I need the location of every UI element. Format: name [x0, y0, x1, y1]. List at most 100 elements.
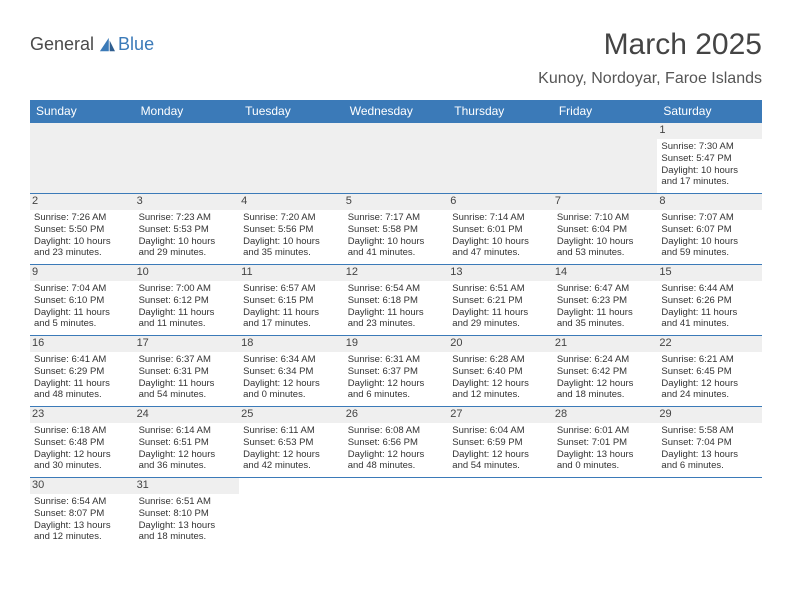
cell-sunset: Sunset: 5:47 PM [661, 153, 758, 165]
calendar-cell: 13Sunrise: 6:51 AMSunset: 6:21 PMDayligh… [448, 265, 553, 335]
logo-text-general: General [30, 34, 94, 55]
cell-sunrise: Sunrise: 6:54 AM [348, 283, 445, 295]
cell-day1: Daylight: 12 hours [452, 449, 549, 461]
cell-sunrise: Sunrise: 6:04 AM [452, 425, 549, 437]
cell-day1: Daylight: 13 hours [34, 520, 131, 532]
week-row: 2Sunrise: 7:26 AMSunset: 5:50 PMDaylight… [30, 194, 762, 265]
location: Kunoy, Nordoyar, Faroe Islands [538, 70, 762, 88]
cell-day1: Daylight: 12 hours [661, 378, 758, 390]
calendar-cell: 23Sunrise: 6:18 AMSunset: 6:48 PMDayligh… [30, 407, 135, 477]
dayhead-sun: Sunday [30, 100, 135, 123]
cell-sunset: Sunset: 5:56 PM [243, 224, 340, 236]
cell-day1: Daylight: 10 hours [661, 165, 758, 177]
calendar-cell [344, 478, 449, 548]
cell-sunrise: Sunrise: 6:21 AM [661, 354, 758, 366]
cell-day2: and 35 minutes. [557, 318, 654, 330]
cell-sunset: Sunset: 6:23 PM [557, 295, 654, 307]
cell-sunset: Sunset: 6:37 PM [348, 366, 445, 378]
cell-day1: Daylight: 12 hours [348, 378, 445, 390]
cell-day1: Daylight: 13 hours [557, 449, 654, 461]
cell-day2: and 12 minutes. [452, 389, 549, 401]
week-row: 1 Sunrise: 7:30 AMSunset: 5:47 PMDaylight… [30, 123, 762, 194]
cell-day2: and 6 minutes. [661, 460, 758, 472]
cell-day1: Daylight: 11 hours [661, 307, 758, 319]
calendar-cell: 7Sunrise: 7:10 AMSunset: 6:04 PMDaylight… [553, 194, 658, 264]
calendar-cell [30, 123, 135, 193]
cell-day2: and 59 minutes. [661, 247, 758, 259]
cell-sunset: Sunset: 6:51 PM [139, 437, 236, 449]
logo-text-blue: Blue [118, 34, 154, 55]
calendar-cell: 2Sunrise: 7:26 AMSunset: 5:50 PMDaylight… [30, 194, 135, 264]
cell-day1: Daylight: 10 hours [661, 236, 758, 248]
week-row: 23Sunrise: 6:18 AMSunset: 6:48 PMDayligh… [30, 407, 762, 478]
calendar-cell: 27Sunrise: 6:04 AMSunset: 6:59 PMDayligh… [448, 407, 553, 477]
cell-sunrise: Sunrise: 7:00 AM [139, 283, 236, 295]
calendar-grid: Sunday Monday Tuesday Wednesday Thursday… [30, 100, 762, 548]
calendar-cell: 24Sunrise: 6:14 AMSunset: 6:51 PMDayligh… [135, 407, 240, 477]
calendar-cell: 25Sunrise: 6:11 AMSunset: 6:53 PMDayligh… [239, 407, 344, 477]
cell-day1: Daylight: 11 hours [557, 307, 654, 319]
calendar-cell: 5Sunrise: 7:17 AMSunset: 5:58 PMDaylight… [344, 194, 449, 264]
calendar-cell: 26Sunrise: 6:08 AMSunset: 6:56 PMDayligh… [344, 407, 449, 477]
day-number: 21 [553, 336, 658, 352]
calendar-page: General Blue March 2025 Kunoy, Nordoyar,… [0, 0, 792, 568]
cell-sunset: Sunset: 6:15 PM [243, 295, 340, 307]
cell-sunset: Sunset: 5:58 PM [348, 224, 445, 236]
calendar-cell: 20Sunrise: 6:28 AMSunset: 6:40 PMDayligh… [448, 336, 553, 406]
day-header-row: Sunday Monday Tuesday Wednesday Thursday… [30, 100, 762, 123]
calendar-cell [448, 478, 553, 548]
cell-day1: Daylight: 10 hours [557, 236, 654, 248]
calendar-cell: 4Sunrise: 7:20 AMSunset: 5:56 PMDaylight… [239, 194, 344, 264]
day-number: 16 [30, 336, 135, 352]
dayhead-mon: Monday [135, 100, 240, 123]
calendar-cell: 17Sunrise: 6:37 AMSunset: 6:31 PMDayligh… [135, 336, 240, 406]
cell-day2: and 47 minutes. [452, 247, 549, 259]
cell-sunrise: Sunrise: 6:34 AM [243, 354, 340, 366]
day-number: 31 [135, 478, 240, 494]
day-number: 10 [135, 265, 240, 281]
day-number: 12 [344, 265, 449, 281]
cell-sunrise: Sunrise: 5:58 AM [661, 425, 758, 437]
day-number: 13 [448, 265, 553, 281]
calendar-cell [657, 478, 762, 548]
cell-sunset: Sunset: 6:18 PM [348, 295, 445, 307]
cell-day2: and 36 minutes. [139, 460, 236, 472]
cell-day1: Daylight: 10 hours [452, 236, 549, 248]
calendar-cell: 15Sunrise: 6:44 AMSunset: 6:26 PMDayligh… [657, 265, 762, 335]
calendar-cell [448, 123, 553, 193]
day-number: 20 [448, 336, 553, 352]
calendar-cell [135, 123, 240, 193]
week-row: 30Sunrise: 6:54 AMSunset: 8:07 PMDayligh… [30, 478, 762, 548]
cell-sunrise: Sunrise: 6:41 AM [34, 354, 131, 366]
cell-day2: and 17 minutes. [243, 318, 340, 330]
cell-sunset: Sunset: 6:31 PM [139, 366, 236, 378]
week-row: 9Sunrise: 7:04 AMSunset: 6:10 PMDaylight… [30, 265, 762, 336]
cell-sunset: Sunset: 6:21 PM [452, 295, 549, 307]
cell-sunrise: Sunrise: 6:54 AM [34, 496, 131, 508]
cell-sunset: Sunset: 6:40 PM [452, 366, 549, 378]
cell-day2: and 35 minutes. [243, 247, 340, 259]
cell-sunset: Sunset: 6:12 PM [139, 295, 236, 307]
cell-sunrise: Sunrise: 7:30 AM [661, 141, 758, 153]
calendar-cell: 28Sunrise: 6:01 AMSunset: 7:01 PMDayligh… [553, 407, 658, 477]
cell-day2: and 18 minutes. [139, 531, 236, 543]
cell-sunset: Sunset: 6:10 PM [34, 295, 131, 307]
cell-sunset: Sunset: 6:45 PM [661, 366, 758, 378]
cell-sunrise: Sunrise: 6:37 AM [139, 354, 236, 366]
calendar-cell: 10Sunrise: 7:00 AMSunset: 6:12 PMDayligh… [135, 265, 240, 335]
cell-day2: and 48 minutes. [34, 389, 131, 401]
cell-sunset: Sunset: 6:01 PM [452, 224, 549, 236]
cell-day2: and 5 minutes. [34, 318, 131, 330]
calendar-cell: 19Sunrise: 6:31 AMSunset: 6:37 PMDayligh… [344, 336, 449, 406]
day-number: 11 [239, 265, 344, 281]
cell-day2: and 53 minutes. [557, 247, 654, 259]
cell-sunset: Sunset: 8:10 PM [139, 508, 236, 520]
dayhead-tue: Tuesday [239, 100, 344, 123]
cell-sunrise: Sunrise: 6:47 AM [557, 283, 654, 295]
day-number: 29 [657, 407, 762, 423]
day-number: 1 [657, 123, 762, 139]
day-number: 19 [344, 336, 449, 352]
cell-day1: Daylight: 12 hours [243, 449, 340, 461]
day-number: 27 [448, 407, 553, 423]
calendar-cell [553, 123, 658, 193]
